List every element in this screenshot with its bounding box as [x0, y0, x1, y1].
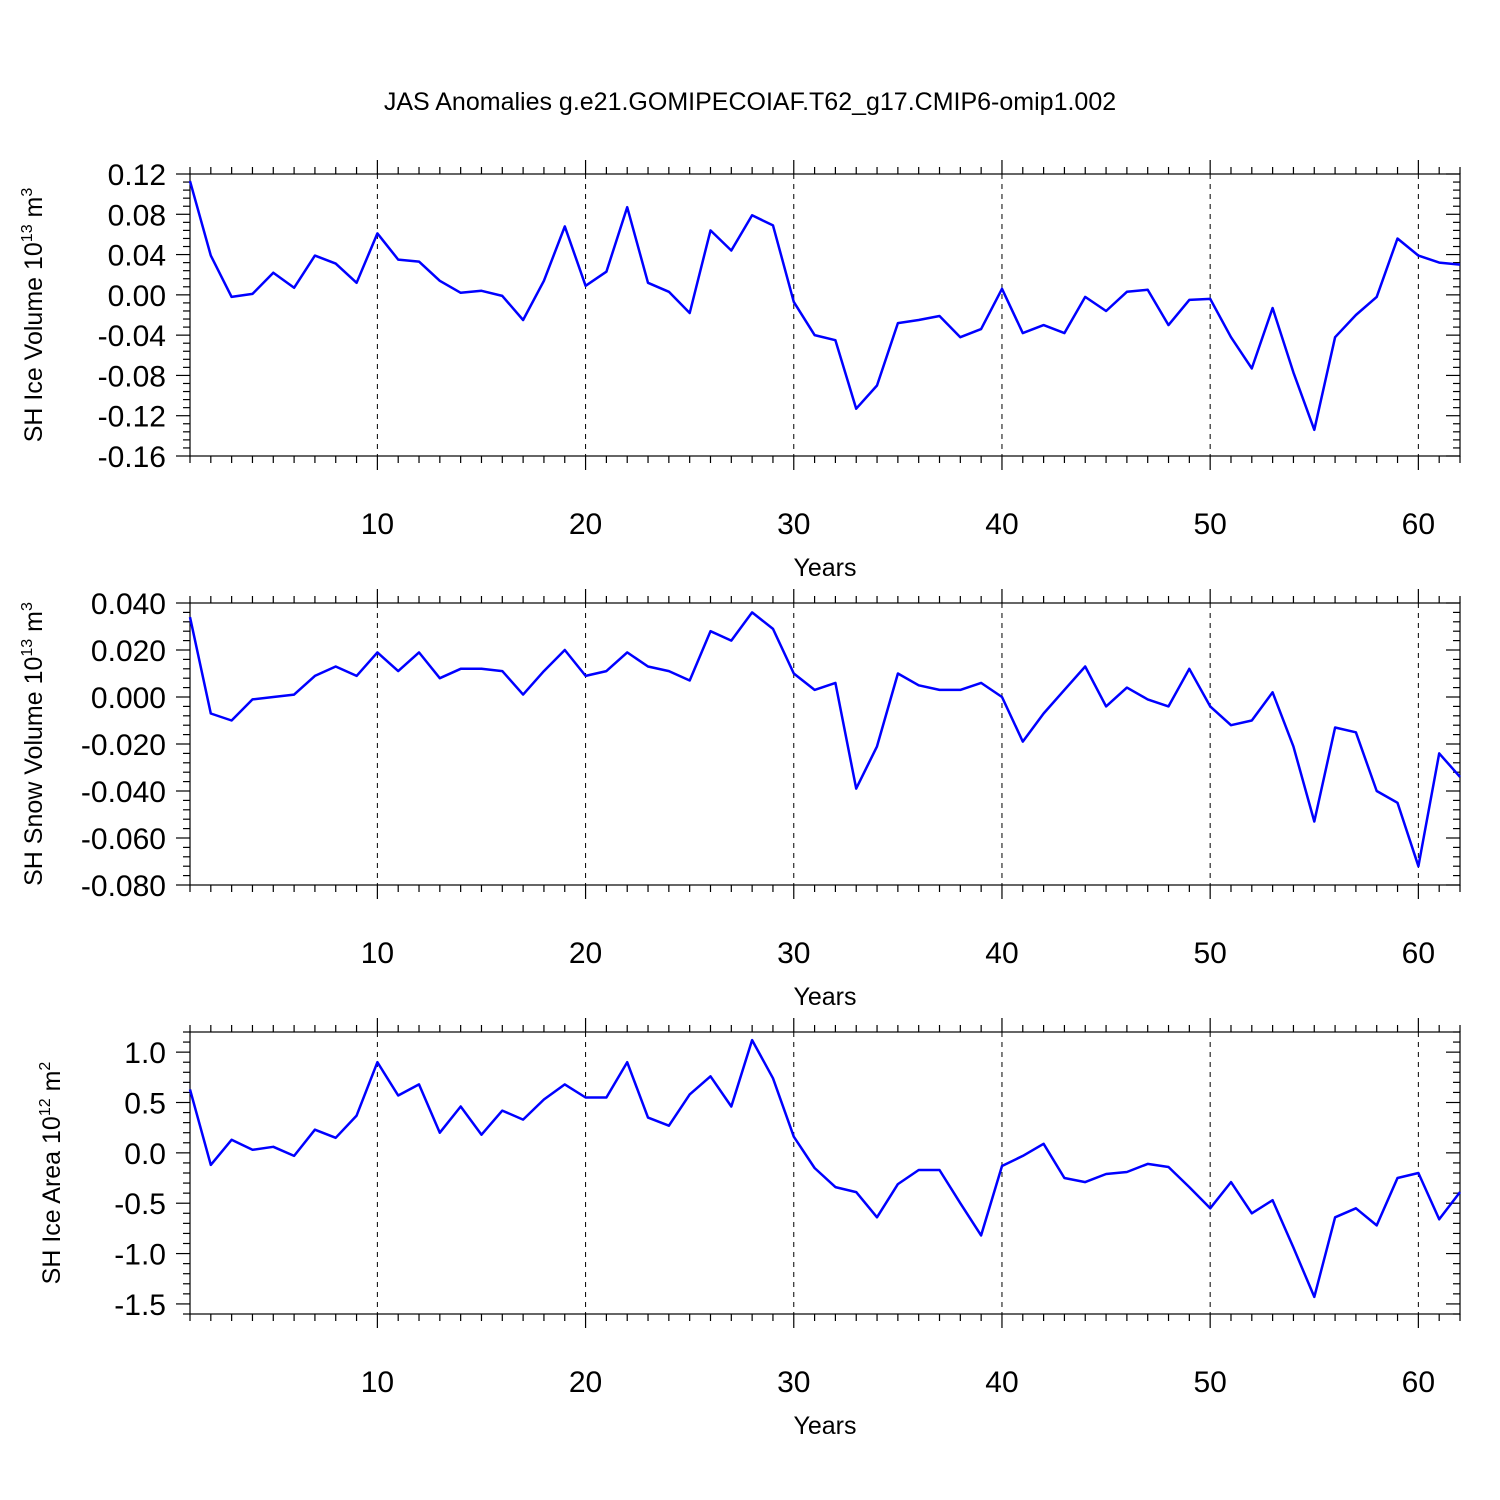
y-tick-label: 0.00	[108, 280, 166, 313]
y-tick-label: 0.12	[108, 159, 166, 192]
y-tick-label: -1.5	[114, 1289, 166, 1322]
chart-panel-3: 1.0 0.5 0.0 -0.5 -1.0 -1.5 10 20 30 40 50 60 Years SH…	[37, 1018, 1461, 1440]
y-tick-label: 0.020	[91, 635, 166, 668]
y-tick-label: -0.04	[98, 320, 166, 353]
plot-frame	[189, 602, 1461, 886]
y-tick-label: 0.0	[124, 1138, 166, 1171]
y-axis-label-text: SH Ice Volume 10	[20, 242, 48, 442]
x-tick-label: 30	[777, 1366, 810, 1399]
x-axis-label: Years	[793, 554, 856, 582]
y-axis-label-unit: m	[20, 197, 48, 225]
x-tick-label: 10	[361, 1366, 394, 1399]
y-axis-label-unit-exponent: 2	[37, 1062, 54, 1071]
y-tick-label: 0.08	[108, 199, 166, 232]
y-axis-label-exponent: 13	[19, 224, 36, 242]
y-axis-label: SH Ice Area 1012 m2	[37, 1062, 66, 1285]
x-tick-label: 50	[1193, 1366, 1226, 1399]
y-tick-label: 0.040	[91, 588, 166, 621]
x-tick-label: 30	[777, 508, 810, 541]
plot-frame	[189, 173, 1461, 457]
y-axis-label-unit-exponent: 3	[19, 188, 36, 197]
x-tick-label: 20	[569, 508, 602, 541]
y-tick-label: 0.000	[91, 682, 166, 715]
y-tick-label: -0.08	[98, 360, 166, 393]
y-tick-label: -1.0	[114, 1239, 166, 1272]
y-tick-label: -0.060	[81, 823, 166, 856]
y-tick-label: -0.5	[114, 1188, 166, 1221]
x-axis-label: Years	[793, 983, 856, 1011]
plot-frame	[189, 1031, 1461, 1315]
x-tick-label: 20	[569, 937, 602, 970]
x-tick-label: 50	[1193, 937, 1226, 970]
figure-title: JAS Anomalies g.e21.GOMIPECOIAF.T62_g17.…	[384, 88, 1116, 116]
series-line	[188, 1038, 1461, 1299]
y-tick-label: 0.5	[124, 1088, 166, 1121]
series-line	[188, 611, 1461, 868]
x-tick-label: 50	[1193, 508, 1226, 541]
y-axis-label-unit: m	[20, 611, 48, 639]
series-line	[188, 180, 1461, 432]
y-axis-label-exponent: 12	[37, 1098, 54, 1116]
y-axis-label-text: SH Snow Volume 10	[20, 657, 48, 886]
x-tick-label: 10	[361, 508, 394, 541]
x-tick-label: 40	[985, 937, 1018, 970]
x-tick-label: 60	[1402, 1366, 1435, 1399]
y-tick-label: -0.080	[81, 870, 166, 903]
y-axis-label-exponent: 13	[19, 639, 36, 657]
y-tick-label: 0.04	[108, 240, 166, 273]
chart-panel-2: 0.040 0.020 0.000 -0.020 -0.040 -0.060 -0.080 1…	[19, 588, 1461, 1011]
y-axis-label: SH Ice Volume 1013 m3	[19, 188, 48, 443]
y-axis-label: SH Snow Volume 1013 m3	[19, 602, 48, 886]
y-axis-label-unit: m	[38, 1071, 66, 1099]
x-tick-label: 60	[1402, 937, 1435, 970]
x-tick-label: 30	[777, 937, 810, 970]
y-tick-label: -0.16	[98, 441, 166, 474]
x-tick-label: 10	[361, 937, 394, 970]
x-tick-label: 60	[1402, 508, 1435, 541]
y-tick-label: -0.12	[98, 401, 166, 434]
x-tick-label: 40	[985, 1366, 1018, 1399]
y-axis-label-text: SH Ice Area 10	[38, 1116, 66, 1284]
y-tick-label: -0.020	[81, 729, 166, 762]
y-axis-label-unit-exponent: 3	[19, 602, 36, 611]
x-axis-label: Years	[793, 1412, 856, 1440]
chart-panel-1: 0.12 0.08 0.04 0.00 -0.04 -0.08 -0.12 -0.16 10 20…	[19, 159, 1461, 582]
x-tick-label: 40	[985, 508, 1018, 541]
x-tick-label: 20	[569, 1366, 602, 1399]
y-tick-label: 1.0	[124, 1037, 166, 1070]
y-tick-label: -0.040	[81, 776, 166, 809]
